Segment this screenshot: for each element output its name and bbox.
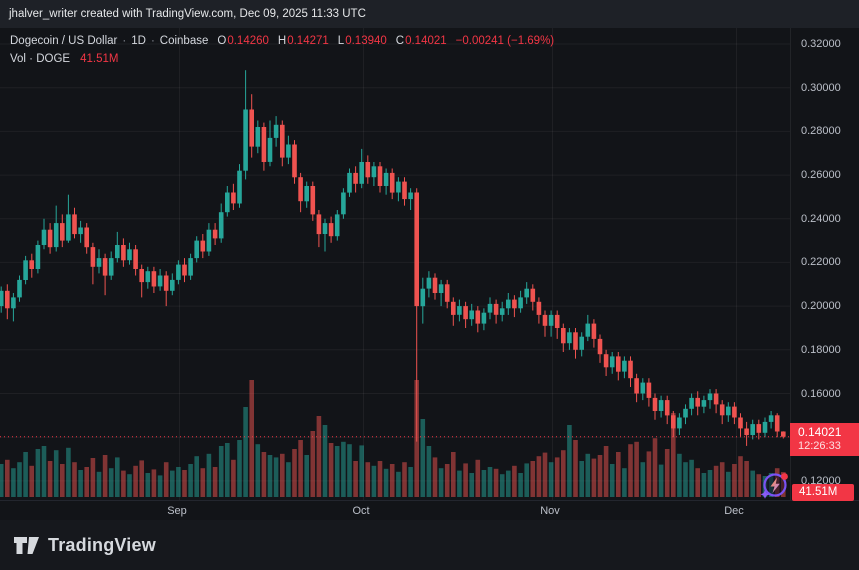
y-axis-tick: 0.18000 [801, 344, 841, 356]
chart-container[interactable]: Dogecoin / US Dollar · 1D · Coinbase O 0… [0, 28, 859, 520]
attribution-text: jhalver_writer created with TradingView.… [9, 8, 366, 20]
x-axis-tick-sep: Sep [167, 505, 187, 517]
y-axis-tick: 0.22000 [801, 256, 841, 268]
tradingview-logo-text: TradingView [48, 534, 156, 555]
low-label: L [337, 35, 345, 47]
y-axis-tick: 0.26000 [801, 169, 841, 181]
last-price-label: 0.14021 12:26:33 [790, 423, 859, 456]
spark-lightning-glyph [760, 473, 788, 499]
chart-legend: Dogecoin / US Dollar · 1D · Coinbase O 0… [10, 35, 554, 71]
interval-label[interactable]: 1D [131, 35, 146, 47]
close-label: C [395, 35, 405, 47]
volume-row: Vol · DOGE 41.51M [10, 53, 554, 65]
symbol-name[interactable]: Dogecoin / US Dollar [10, 35, 118, 47]
last-price-value: 0.14021 [798, 425, 842, 439]
time-scale[interactable]: Sep Oct Nov Dec [0, 500, 859, 521]
x-axis-tick-dec: Dec [724, 505, 744, 517]
bar-close-countdown: 12:26:33 [798, 440, 841, 452]
y-axis-tick: 0.32000 [801, 38, 841, 50]
change-value: −0.00241 (−1.69%) [455, 35, 555, 47]
y-axis-tick: 0.28000 [801, 125, 841, 137]
y-axis-tick: 0.30000 [801, 82, 841, 94]
spark-lightning-icon[interactable] [758, 469, 792, 503]
tradingview-logo[interactable]: TradingView [13, 535, 156, 556]
volume-axis-badge: 41.51M [792, 484, 854, 501]
tradingview-logo-icon [14, 536, 39, 554]
y-axis-tick: 0.20000 [801, 300, 841, 312]
low-value: 0.13940 [345, 35, 387, 47]
y-axis-tick: 0.16000 [801, 388, 841, 400]
exchange-label[interactable]: Coinbase [159, 35, 209, 47]
volume-value: 41.51M [80, 53, 119, 65]
high-value: 0.14271 [287, 35, 329, 47]
attribution-bar: jhalver_writer created with TradingView.… [0, 0, 859, 28]
open-label: O [217, 35, 227, 47]
high-label: H [277, 35, 287, 47]
open-value: 0.14260 [227, 35, 269, 47]
separator-dot: · [150, 35, 155, 47]
y-axis-tick: 0.24000 [801, 213, 841, 225]
candlestick-chart[interactable] [0, 28, 790, 500]
symbol-row: Dogecoin / US Dollar · 1D · Coinbase O 0… [10, 35, 554, 47]
separator-dot: · [122, 35, 127, 47]
footer: TradingView [0, 520, 859, 570]
volume-series-label[interactable]: Vol · DOGE [10, 53, 71, 65]
x-axis-tick-nov: Nov [540, 505, 560, 517]
close-value: 0.14021 [405, 35, 447, 47]
x-axis-tick-oct: Oct [352, 505, 370, 517]
